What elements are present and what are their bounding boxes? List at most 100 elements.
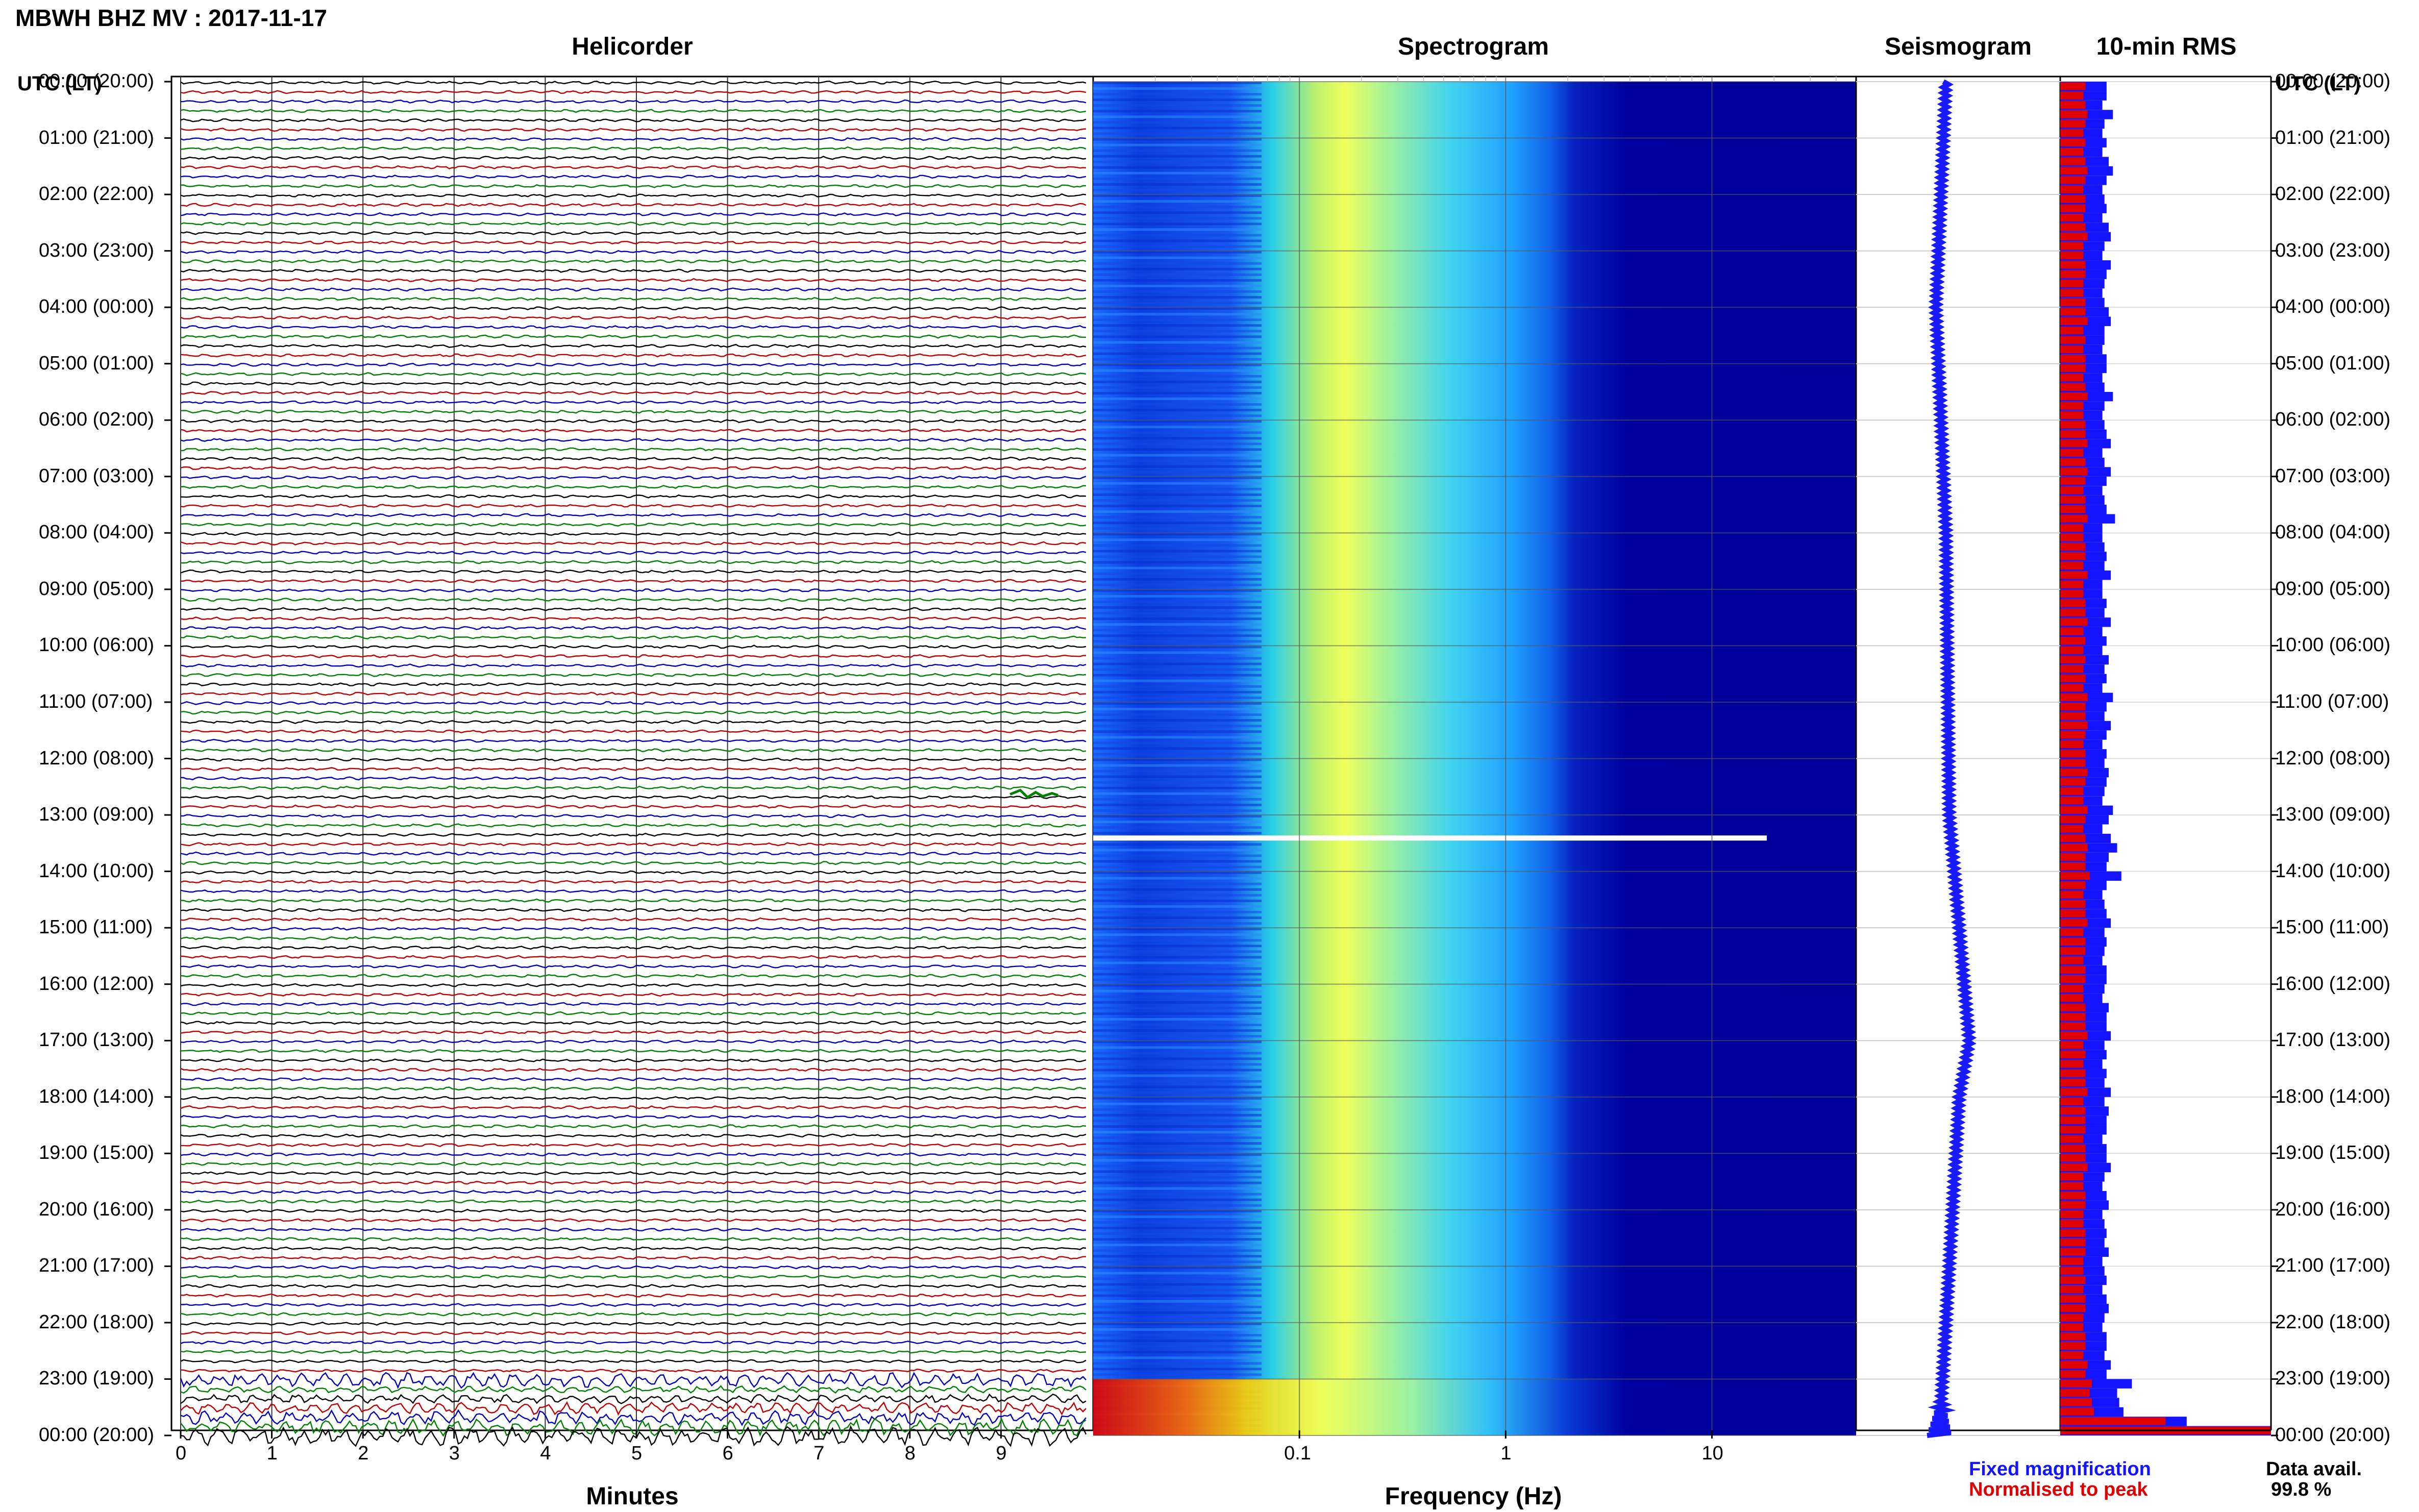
spectrogram-band — [1093, 786, 1262, 789]
helicorder-trace — [180, 1152, 1087, 1157]
time-label-right: 12:00 (08:00) — [2275, 747, 2391, 769]
helicorder-trace — [180, 804, 1087, 809]
helicorder-trace — [180, 626, 1087, 630]
spectrogram-band — [1093, 211, 1262, 214]
legend-normalised-to-peak: Normalised to peak — [1969, 1479, 2148, 1500]
helicorder-trace — [181, 1302, 1087, 1307]
helicorder-trace — [180, 109, 1087, 113]
spectrogram-band — [1093, 482, 1262, 485]
spectrogram-band — [1093, 1244, 1262, 1247]
rms-bar-normalised — [2060, 721, 2088, 730]
rms-bar-normalised — [2060, 402, 2084, 410]
rms-bar-normalised — [2060, 712, 2086, 720]
spectrogram-band — [1093, 1040, 1262, 1044]
spectrogram-band — [1093, 860, 1262, 863]
minute-tick-label: 5 — [631, 1443, 643, 1464]
spectrogram-band — [1093, 487, 1262, 490]
time-label-left: 16:00 (12:00) — [39, 973, 155, 995]
rms-bar-normalised — [2060, 195, 2086, 203]
spectrogram-band — [1093, 1356, 1262, 1359]
spectrogram-band — [1093, 284, 1262, 287]
rms-bar-normalised — [2060, 636, 2086, 645]
spectrogram-band — [1093, 668, 1262, 671]
rms-bar-normalised — [2060, 759, 2086, 767]
spectrogram-band — [1093, 973, 1262, 976]
spectrogram-band — [1093, 849, 1262, 852]
time-label-left: 11:00 (07:00) — [39, 690, 153, 712]
helicorder-trace — [180, 1161, 1087, 1166]
time-label-left: 02:00 (22:00) — [39, 183, 155, 205]
helicorder-trace — [180, 974, 1087, 978]
helicorder-trace — [180, 776, 1087, 781]
helicorder-trace — [180, 551, 1087, 555]
spectrogram-band — [1093, 398, 1262, 401]
rms-bar-normalised — [2060, 608, 2086, 617]
rms-bar-normalised — [2060, 119, 2086, 128]
spectrogram-band — [1093, 296, 1262, 299]
rms-bar-normalised — [2060, 1173, 2084, 1181]
spectrogram-band — [1093, 166, 1262, 169]
helicorder-trace — [180, 898, 1087, 903]
spectrogram-band — [1093, 104, 1262, 107]
time-label-left: 04:00 (00:00) — [39, 296, 155, 318]
rms-bar-normalised — [2060, 975, 2086, 983]
helicorder-trace — [180, 738, 1087, 743]
seismogram-panel — [1855, 76, 2061, 1438]
helicorder-trace — [180, 503, 1087, 508]
helicorder-trace — [180, 287, 1087, 292]
spectrogram-band — [1093, 1362, 1262, 1365]
helicorder-trace — [180, 1425, 1087, 1447]
spectrogram-band — [1093, 702, 1262, 705]
helicorder-trace — [180, 259, 1087, 264]
rms-bar-normalised — [2060, 768, 2088, 777]
spectrogram-band — [1093, 431, 1262, 434]
rms-bar-normalised — [2060, 430, 2086, 438]
time-label-left: 09:00 (05:00) — [39, 578, 155, 600]
spectrogram-band — [1093, 437, 1262, 440]
rms-bar-normalised — [2060, 82, 2086, 90]
rms-bar-normalised — [2060, 1379, 2092, 1387]
spectrogram-band — [1093, 1187, 1262, 1190]
rms-bar-normalised — [2060, 937, 2086, 946]
spectrogram-band — [1093, 770, 1262, 773]
rms-bar-normalised — [2060, 1144, 2086, 1153]
rms-bar-normalised — [2060, 1126, 2086, 1134]
helicorder-trace — [180, 90, 1087, 94]
spectrogram-band — [1093, 747, 1262, 750]
helicorder-trace — [180, 936, 1087, 940]
helicorder-trace — [180, 353, 1087, 358]
rms-bar-normalised — [2060, 571, 2088, 579]
spectrogram-band — [1093, 273, 1262, 276]
spectrogram-band — [1093, 1238, 1262, 1241]
spectrogram-band — [1093, 369, 1262, 372]
spectrogram-band — [1093, 662, 1262, 665]
spectrogram-band — [1093, 865, 1262, 869]
helicorder-trace — [180, 1385, 1087, 1394]
helicorder-trace — [181, 532, 1087, 536]
rms-bar-normalised — [2060, 1060, 2084, 1068]
rms-bar-normalised — [2060, 787, 2084, 796]
spectrogram-band — [1093, 1080, 1262, 1083]
spectrogram-band — [1093, 330, 1262, 333]
utc-header-left: UTC (LT) — [17, 72, 102, 95]
spectrogram-band — [1093, 363, 1262, 366]
helicorder-trace — [180, 456, 1087, 461]
spectrogram-band — [1093, 629, 1262, 632]
time-label-right: 20:00 (16:00) — [2275, 1198, 2391, 1220]
helicorder-trace — [181, 813, 1087, 819]
rms-bar-normalised — [2060, 110, 2088, 118]
spectrogram-band — [1093, 1317, 1262, 1320]
helicorder-trace — [180, 1096, 1087, 1100]
spectrogram-band — [1093, 1215, 1262, 1218]
helicorder-trace — [180, 1180, 1087, 1185]
time-label-left: 08:00 (04:00) — [39, 522, 155, 543]
rms-bar-normalised — [2060, 1238, 2086, 1247]
rms-bar-normalised — [2060, 984, 2084, 993]
helicorder-trace — [180, 381, 1087, 386]
rms-bar-normalised — [2060, 1304, 2086, 1312]
spectrogram-band — [1093, 764, 1262, 767]
spectrogram-band — [1093, 594, 1262, 598]
helicorder-trace — [180, 917, 1087, 922]
helicorder-trace — [180, 1312, 1087, 1317]
rms-bar-normalised — [2060, 965, 2086, 974]
